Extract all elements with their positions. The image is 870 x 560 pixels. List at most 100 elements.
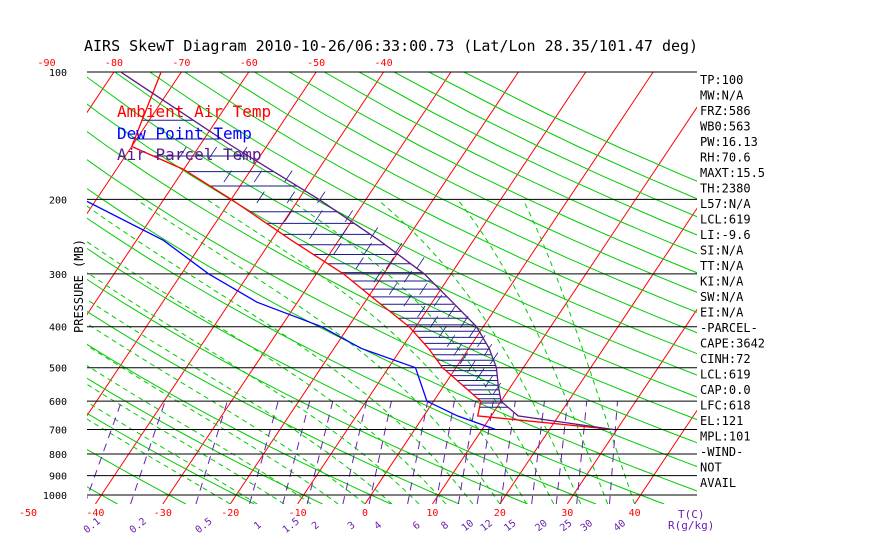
index-panel-item: CAP:0.0 <box>700 383 751 397</box>
dry-adiabat-line <box>87 448 187 504</box>
cape-hatch-line <box>492 382 502 395</box>
cape-hatch-line <box>416 257 425 270</box>
legend: Ambient Air Temp Dew Point Temp Air Parc… <box>117 102 271 164</box>
isotherm-line <box>0 72 47 504</box>
mixing-ratio-tick-label: 10 <box>460 518 476 534</box>
dry-adiabat-line <box>324 72 697 255</box>
index-panel-item: MAXT:15.5 <box>700 166 765 180</box>
cape-hatch-line <box>467 360 476 373</box>
pressure-tick-label: 600 <box>49 397 67 408</box>
y-axis-label: PRESSURE (MB) <box>72 239 86 333</box>
cape-hatch-line <box>453 343 462 356</box>
index-panel-item: -PARCEL- <box>700 321 758 335</box>
cape-hatch-line <box>223 170 232 183</box>
dry-adiabat-line <box>87 159 697 468</box>
mixing-ratio-tick-label: 20 <box>533 518 549 534</box>
dry-adiabat-line <box>87 217 665 504</box>
air-parcel-temp-line <box>120 72 614 431</box>
bottom-temp-tick-label: 30 <box>561 508 573 519</box>
cape-hatch-line <box>468 325 478 338</box>
dry-adiabat-line <box>87 76 697 398</box>
background-grid <box>0 72 870 504</box>
cape-hatch-line <box>309 227 318 240</box>
mixing-ratio-line <box>500 401 516 504</box>
pressure-tick-label: 300 <box>49 270 67 281</box>
cape-hatch-line <box>333 242 342 255</box>
axis-labels: PRESSURE (MB) T(C) R(g/kg) <box>72 239 714 532</box>
cape-hatch-line <box>438 325 447 338</box>
index-panel-item: EL:121 <box>700 414 743 428</box>
mixing-ratio-line <box>87 401 122 500</box>
dry-adiabat-line <box>87 247 597 504</box>
moist-adiabat-line <box>87 241 447 504</box>
mixing-ratio-line <box>249 401 279 504</box>
cape-hatch-line <box>253 170 263 183</box>
mixing-ratio-line <box>282 401 311 504</box>
index-panel-item: PW:16.13 <box>700 135 758 149</box>
index-panel-item: LCL:619 <box>700 213 751 227</box>
index-panel-item: RH:70.6 <box>700 151 751 165</box>
bottom-temp-tick-label: 40 <box>629 508 641 519</box>
mixing-ratio-tick-label: 6 <box>411 520 423 532</box>
index-panel-item: SI:N/A <box>700 244 744 258</box>
cape-hatch-line <box>388 283 398 295</box>
cape-hatch-line <box>256 191 265 204</box>
bottom-temp-tick-label: -10 <box>289 508 307 519</box>
isotherm-line <box>162 72 452 504</box>
moist-adiabat-line <box>135 198 501 504</box>
mixing-ratio-tick-label: 30 <box>579 518 595 534</box>
mixing-ratio-line <box>531 401 545 504</box>
mixing-ratio-tick-label: 0.2 <box>128 516 149 536</box>
cape-hatch-line <box>429 316 439 328</box>
cape-hatch-line <box>284 210 293 223</box>
mixing-ratio-line <box>195 401 228 504</box>
mixing-ratio-tick-label: 2 <box>310 520 322 532</box>
dry-adiabat-line <box>114 72 697 376</box>
moist-adiabat-line <box>522 199 636 504</box>
cape-hatch-line <box>178 146 187 159</box>
moist-adiabat-line <box>87 271 420 504</box>
mixing-ratio-line <box>130 401 166 504</box>
isotherm-line <box>95 72 384 504</box>
mixing-ratio-tick-label: 4 <box>372 520 384 532</box>
cape-hatch-line <box>314 210 323 223</box>
cape-hatch-line <box>373 270 382 283</box>
moist-adiabat-line <box>87 344 339 504</box>
index-panel-item: TH:2380 <box>700 182 751 196</box>
index-panel-item: LFC:618 <box>700 399 751 413</box>
dry-adiabat-line <box>463 72 697 182</box>
cape-hatch-line <box>476 368 485 380</box>
mixing-ratio-line <box>368 401 392 504</box>
mixing-ratio-line <box>576 401 588 504</box>
isotherm-line <box>87 72 115 114</box>
mixing-ratio-tick-label: 12 <box>479 518 495 534</box>
isotherm-line <box>769 72 870 504</box>
isobar-lines <box>87 71 697 496</box>
cape-hatch-line <box>459 352 468 365</box>
moist-adiabat-line <box>288 198 555 504</box>
mixing-ratio-line <box>435 401 455 504</box>
pressure-tick-label: 900 <box>49 472 67 483</box>
chart-title: AIRS SkewT Diagram 2010-10-26/06:33:00.7… <box>84 37 698 55</box>
mixing-ratio-tick-label: 8 <box>440 520 452 532</box>
moist-adiabat-line <box>206 198 528 504</box>
cape-hatch-line <box>286 191 296 204</box>
dry-adiabat-line <box>393 72 697 218</box>
ambient-air-temp-line <box>130 72 614 431</box>
pressure-tick-label: 200 <box>49 195 67 206</box>
index-panel-item: FRZ:586 <box>700 104 751 118</box>
index-panel-item: SW:N/A <box>700 290 744 304</box>
isotherm-line <box>634 409 697 504</box>
bottom-temp-tick-label: -40 <box>86 508 104 519</box>
mixing-ratio-line <box>555 401 569 504</box>
mixing-ratio-tick-label: 15 <box>502 518 518 534</box>
bottom-temp-tick-label: -20 <box>221 508 239 519</box>
bottom-temp-tick-label: -30 <box>154 508 172 519</box>
index-panel-item: AVAIL <box>700 476 736 490</box>
index-panel-item: WB0:563 <box>700 120 751 134</box>
cape-hatch-line <box>403 270 413 283</box>
cape-hatch-line <box>339 227 348 240</box>
mixing-ratio-tick-label: 40 <box>612 518 628 534</box>
